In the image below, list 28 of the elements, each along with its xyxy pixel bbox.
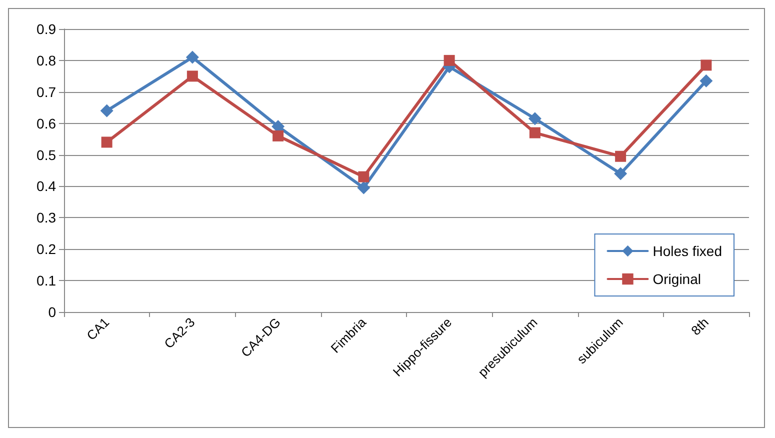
point <box>272 130 284 142</box>
y-tick-label: 0 <box>48 304 56 320</box>
point <box>444 54 455 66</box>
point <box>357 181 370 194</box>
legend-label: Original <box>652 271 701 287</box>
y-tick-label: 0.5 <box>36 146 56 163</box>
point <box>358 171 370 182</box>
y-tick-label: 0.3 <box>36 210 56 226</box>
point <box>100 104 114 118</box>
y-tick-label: 0.9 <box>36 21 56 37</box>
point <box>614 167 628 180</box>
y-tick-label: 0.6 <box>36 115 56 132</box>
y-tick-label: 0.4 <box>36 178 56 194</box>
point <box>528 112 542 126</box>
x-tick-label: 8th <box>688 314 712 338</box>
point <box>615 150 626 162</box>
point <box>700 74 713 88</box>
x-tick-label: CA1 <box>84 314 112 344</box>
point <box>700 60 712 71</box>
point <box>186 50 199 64</box>
point <box>186 70 198 82</box>
y-tick-label: 0.1 <box>36 272 56 289</box>
point <box>101 136 112 148</box>
y-tick-label: 0.8 <box>36 52 56 68</box>
legend-label: Holes fixed <box>652 243 722 259</box>
point <box>529 127 540 138</box>
y-tick-label: 0.2 <box>36 241 56 258</box>
y-tick-label: 0.7 <box>36 84 56 100</box>
